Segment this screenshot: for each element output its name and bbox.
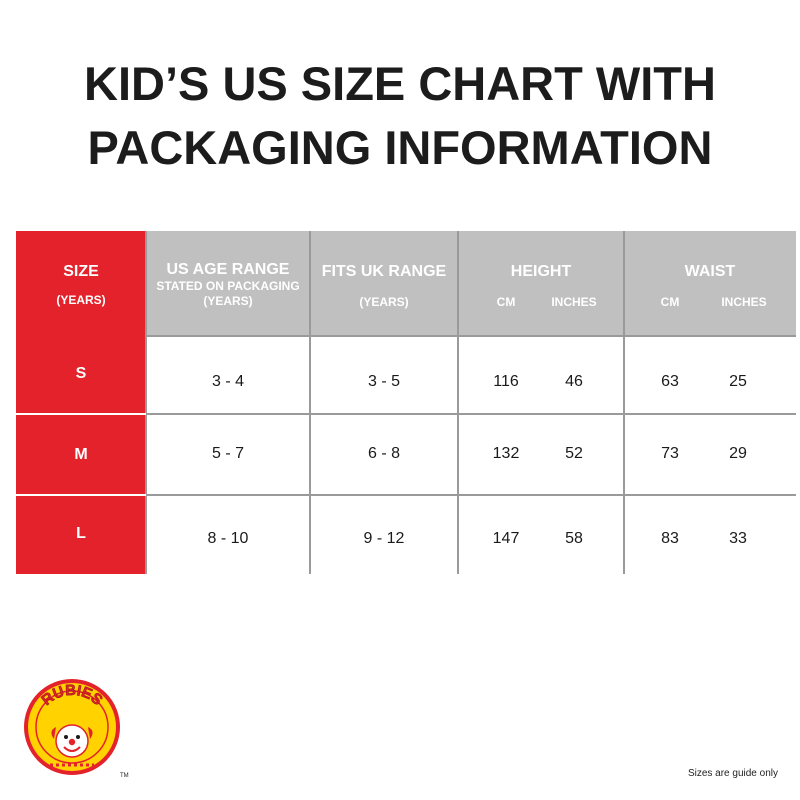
row-height-in: 46: [565, 373, 583, 390]
row-height-cm: 147: [492, 530, 520, 547]
header-uk-range-sub: (YEARS): [359, 295, 409, 309]
title-line-2: PACKAGING INFORMATION: [87, 121, 713, 174]
row-uk-range: 6 - 8: [367, 445, 400, 462]
header-us-age-sub1: STATED ON PACKAGING: [156, 279, 300, 293]
row-size: L: [76, 525, 86, 542]
row-us-age: 3 - 4: [211, 373, 244, 390]
header-size: SIZE (YEARS): [16, 231, 146, 336]
row-size: S: [75, 365, 87, 382]
grid-line: [146, 494, 796, 496]
row-waist-in: 25: [729, 373, 747, 390]
rubies-logo: RUBIES TM: [20, 677, 132, 789]
header-us-age: US AGE RANGE STATED ON PACKAGING (YEARS): [146, 231, 310, 336]
header-waist-label: WAIST: [684, 263, 736, 280]
size-column: [16, 336, 146, 574]
row-height-in: 52: [565, 445, 583, 462]
footnote: Sizes are guide only: [687, 768, 778, 779]
header-waist: WAIST CM INCHES: [624, 231, 796, 336]
page-title: KID’S US SIZE CHART WITH PACKAGING INFOR…: [0, 52, 800, 180]
header-size-sub: (YEARS): [56, 293, 106, 307]
row-waist-cm: 73: [661, 445, 679, 462]
rubies-logo-icon: RUBIES TM: [24, 679, 129, 779]
header-uk-range: FITS UK RANGE (YEARS): [310, 231, 458, 336]
header-us-age-sub2: (YEARS): [203, 294, 253, 308]
row-size: M: [74, 446, 88, 463]
row-us-age: 5 - 7: [211, 445, 244, 462]
grid-line: [309, 231, 311, 574]
grid-line: [457, 231, 459, 574]
header-height-inches: INCHES: [551, 295, 597, 309]
header-waist-cm: CM: [660, 295, 680, 309]
grid-line: [145, 231, 147, 574]
title-line-1: KID’S US SIZE CHART WITH: [84, 57, 716, 110]
row-waist-cm: 83: [661, 530, 679, 547]
header-waist-inches: INCHES: [721, 295, 767, 309]
grid-line: [16, 494, 146, 496]
grid-line: [623, 231, 625, 574]
row-height-cm: 132: [492, 445, 520, 462]
row-height-in: 58: [565, 530, 583, 547]
size-chart-table: SIZE (YEARS) US AGE RANGE STATED ON PACK…: [16, 231, 796, 574]
row-waist-cm: 63: [661, 373, 679, 390]
row-uk-range: 3 - 5: [367, 373, 400, 390]
row-uk-range: 9 - 12: [363, 530, 405, 547]
header-size-label: SIZE: [63, 263, 99, 280]
row-us-age: 8 - 10: [207, 530, 249, 547]
row-height-cm: 116: [493, 373, 519, 390]
row-waist-in: 29: [729, 445, 747, 462]
header-us-age-label: US AGE RANGE: [166, 261, 290, 278]
grid-line: [146, 335, 796, 337]
grid-line: [146, 413, 796, 415]
logo-trademark: TM: [120, 773, 129, 779]
grid-line: [16, 413, 146, 415]
header-height: HEIGHT CM INCHES: [458, 231, 624, 336]
header-uk-range-label: FITS UK RANGE: [321, 263, 447, 280]
row-waist-in: 33: [729, 530, 747, 547]
header-height-cm: CM: [496, 295, 516, 309]
header-height-label: HEIGHT: [510, 263, 572, 280]
